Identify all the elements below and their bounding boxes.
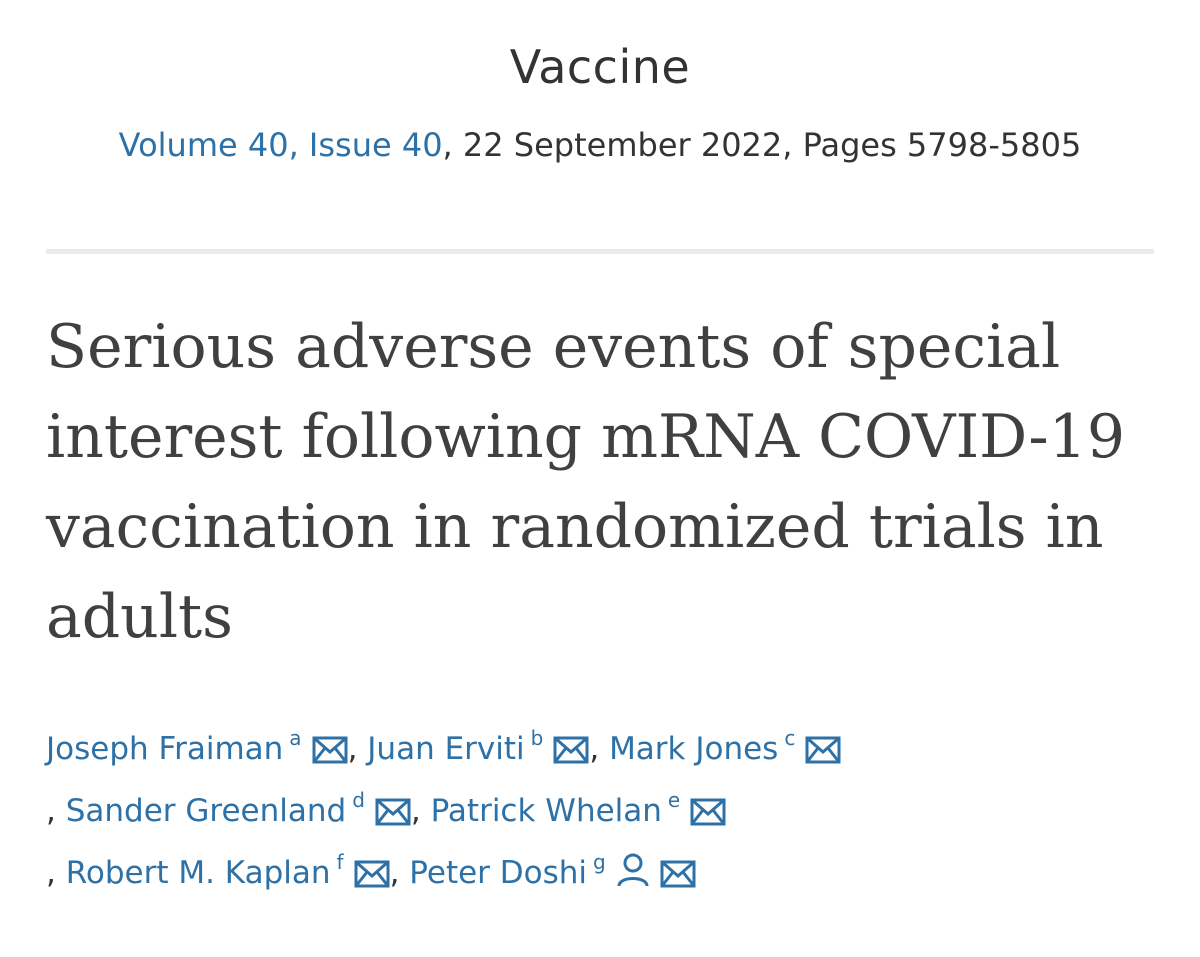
envelope-icon[interactable] — [354, 850, 390, 906]
issue-line: Volume 40, Issue 40, 22 September 2022, … — [0, 126, 1200, 164]
separator: , — [410, 793, 421, 829]
title-line: interest following mRNA COVID-19 — [46, 402, 1126, 472]
title-line: Serious adverse events of special — [46, 312, 1061, 382]
author-link[interactable]: Robert M. Kaplan — [65, 855, 331, 891]
author-list: Joseph Fraiman a, Juan Erviti b, Mark Jone… — [46, 710, 1166, 896]
separator: , — [46, 793, 56, 829]
affiliation-marker[interactable]: c — [784, 726, 796, 750]
affiliation-marker[interactable]: g — [593, 850, 606, 874]
envelope-icon[interactable] — [312, 726, 348, 782]
separator: , — [389, 855, 400, 891]
envelope-icon[interactable] — [805, 726, 841, 782]
issue-details: , 22 September 2022, Pages 5798-5805 — [442, 126, 1082, 164]
title-line: vaccination in randomized trials in — [46, 492, 1104, 562]
author-line: , Robert M. Kaplan f, Peter Doshi g — [46, 834, 1166, 896]
person-icon[interactable] — [616, 850, 650, 906]
author-line: , Sander Greenland d, Patrick Whelan e — [46, 772, 1166, 834]
author-link[interactable]: Peter Doshi — [409, 855, 588, 891]
author-link[interactable]: Sander Greenland — [65, 793, 347, 829]
author-link[interactable]: Joseph Fraiman — [46, 731, 284, 767]
separator: , — [347, 731, 358, 767]
author-link[interactable]: Patrick Whelan — [430, 793, 662, 829]
affiliation-marker[interactable]: a — [289, 726, 302, 750]
article-title: Serious adverse events of special intere… — [46, 302, 1166, 662]
affiliation-marker[interactable]: e — [667, 788, 681, 812]
separator: , — [46, 855, 56, 891]
affiliation-marker[interactable]: d — [352, 788, 365, 812]
author-link[interactable]: Mark Jones — [609, 731, 779, 767]
envelope-icon[interactable] — [690, 788, 726, 844]
title-line: adults — [46, 582, 233, 652]
author-link[interactable]: Juan Erviti — [367, 731, 525, 767]
author-line: Joseph Fraiman a, Juan Erviti b, Mark Jone… — [46, 710, 1166, 772]
journal-name[interactable]: Vaccine — [509, 40, 691, 94]
envelope-icon[interactable] — [375, 788, 411, 844]
divider — [46, 249, 1154, 254]
affiliation-marker[interactable]: f — [336, 850, 344, 874]
affiliation-marker[interactable]: b — [530, 726, 544, 750]
separator: , — [589, 731, 600, 767]
envelope-icon[interactable] — [553, 726, 589, 782]
envelope-icon[interactable] — [660, 850, 696, 906]
volume-issue-link[interactable]: Volume 40, Issue 40 — [118, 126, 443, 164]
